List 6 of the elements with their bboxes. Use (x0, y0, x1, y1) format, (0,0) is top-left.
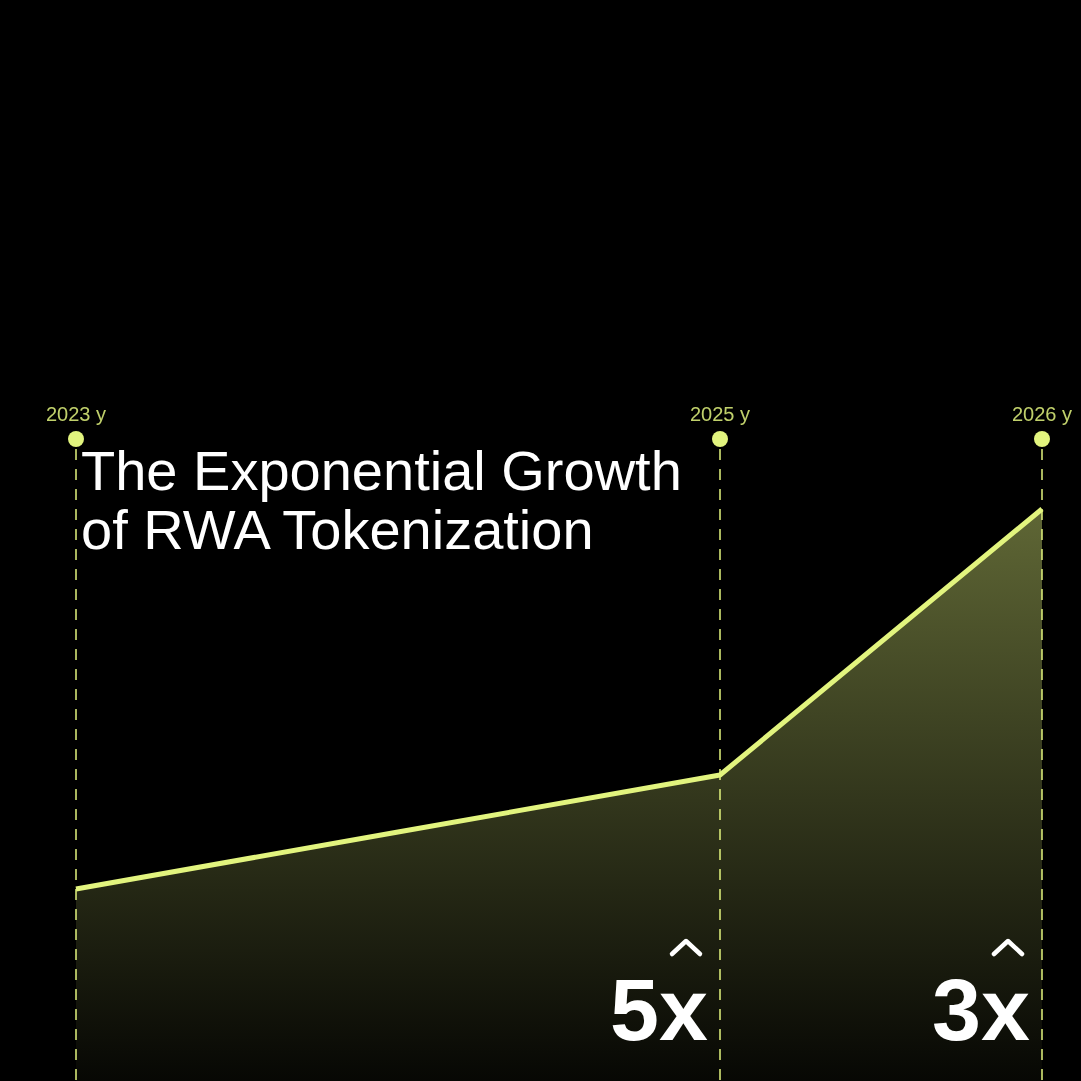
x-tick-label: 2026 y (1011, 403, 1073, 425)
x-tick-label: 2023 y (45, 403, 107, 425)
text: 5x (610, 960, 709, 1059)
x-tick-label: 2025 y (689, 403, 751, 425)
chart-title: The Exponential Growth of RWA Tokenization (81, 439, 682, 561)
text: 3x (932, 960, 1031, 1059)
